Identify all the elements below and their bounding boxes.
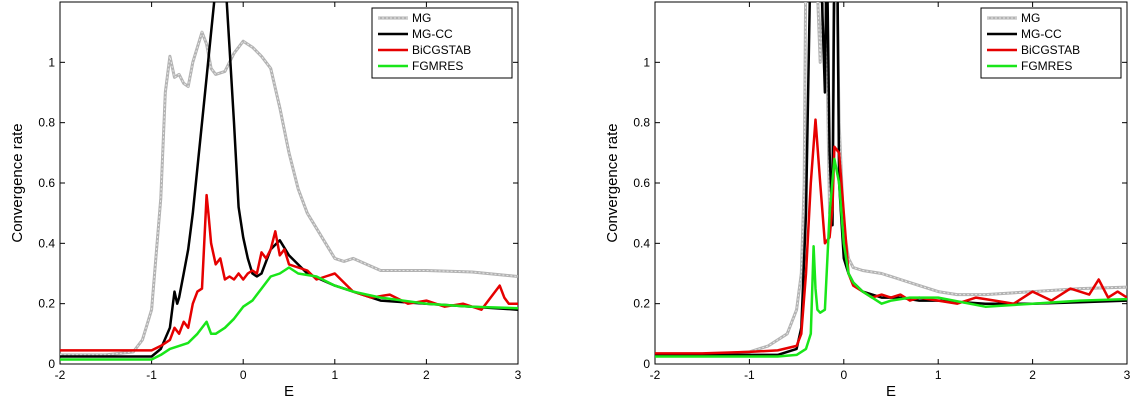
legend-label: MG [1021, 11, 1040, 25]
x-axis-label: E [284, 383, 294, 400]
legend-label: MG-CC [412, 27, 453, 41]
legend-label: MG [412, 11, 431, 25]
x-tick-label: -1 [146, 368, 157, 382]
y-tick-label: 1 [643, 55, 650, 69]
chart-panel-2: -2 -1 0 1 2 3 0 0.2 0.4 0.6 0.8 1 E Convergence rate M… [604, 1, 1131, 400]
x-tick-label: 0 [840, 368, 847, 382]
series-lines [60, 2, 518, 361]
series-line-fgmres [60, 266, 518, 361]
y-tick-label: 0.8 [38, 116, 55, 130]
legend-label: BiCGSTAB [1021, 43, 1080, 57]
legend-label: MG-CC [1021, 27, 1062, 41]
series-line-bicgstab [60, 193, 518, 352]
y-tick-label: 0.2 [633, 297, 650, 311]
x-axis-label: E [886, 383, 896, 400]
chart-panel-1: -2 -1 0 1 2 3 0 0.2 0.4 0.6 0.8 1 E Convergence rate M… [9, 1, 522, 400]
x-tick-label: 3 [515, 368, 522, 382]
y-tick-label: 0 [48, 357, 55, 371]
y-axis-label: Convergence rate [9, 123, 26, 242]
series-line-mg-dash [60, 30, 518, 356]
series-line-mg [655, 2, 1127, 357]
legend-label: BiCGSTAB [412, 43, 471, 57]
x-tick-label: -2 [55, 368, 66, 382]
x-tick-label: 0 [240, 368, 247, 382]
y-axis-label: Convergence rate [604, 123, 621, 242]
y-tick-label: 0 [643, 357, 650, 371]
x-tick-label: 2 [423, 368, 430, 382]
y-tick-label: 0.4 [38, 236, 55, 250]
x-tick-label: 3 [1124, 368, 1131, 382]
y-tick-label: 0.6 [633, 176, 650, 190]
x-tick-label: 2 [1029, 368, 1036, 382]
legend: MG MG-CC BiCGSTAB FGMRES [371, 7, 513, 79]
y-tick-label: 0.6 [38, 176, 55, 190]
x-tick-label: -2 [650, 368, 661, 382]
y-tick-label: 0.4 [633, 236, 650, 250]
series-line-fgmres [655, 157, 1127, 358]
x-tick-label: 1 [331, 368, 338, 382]
legend: MG MG-CC BiCGSTAB FGMRES [980, 7, 1122, 79]
legend-label: FGMRES [412, 59, 463, 73]
y-tick-label: 0.2 [38, 297, 55, 311]
x-tick-label: 1 [935, 368, 942, 382]
x-tick-label: -1 [744, 368, 755, 382]
legend-label: FGMRES [1021, 59, 1072, 73]
series-lines [655, 2, 1127, 358]
y-tick-label: 1 [48, 55, 55, 69]
y-tick-label: 0.8 [633, 116, 650, 130]
